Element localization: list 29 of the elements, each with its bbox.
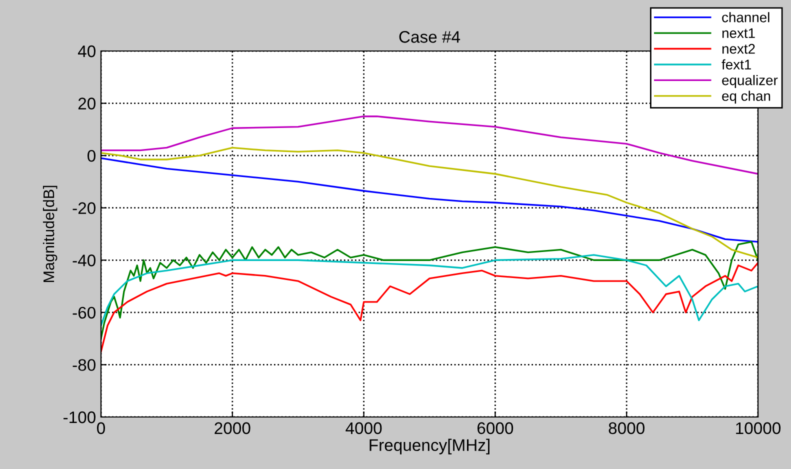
line-series <box>101 146 758 258</box>
y-tick-label: 0 <box>88 150 96 162</box>
y-tick-label: 40 <box>78 45 96 58</box>
line-series <box>101 262 758 352</box>
legend-label: equalizer <box>722 75 778 88</box>
line-series <box>101 254 758 326</box>
x-tick-label: 2000 <box>214 422 250 434</box>
legend-label: eq chan <box>722 90 770 104</box>
x-tick-label: 8000 <box>608 422 644 434</box>
x-tick-label: 10000 <box>736 422 781 434</box>
legend-label: channel <box>722 12 770 22</box>
y-tick-label: -100 <box>64 411 96 424</box>
line-series <box>101 241 758 340</box>
y-tick-label: -60 <box>72 306 96 319</box>
y-tick-label: -40 <box>72 254 96 266</box>
y-tick-label: -80 <box>72 359 96 371</box>
legend-label: next1 <box>722 28 755 38</box>
x-tick-label: 0 <box>97 422 105 434</box>
line-series <box>101 116 758 175</box>
y-tick-label: -20 <box>72 202 96 214</box>
x-tick-label: 6000 <box>478 422 514 434</box>
chart-title: Case #4 <box>399 31 460 43</box>
legend-label: next2 <box>722 44 755 54</box>
x-axis-title: Frequency[MHz] <box>370 438 490 454</box>
line-series <box>101 157 758 243</box>
legend-label: fext1 <box>722 59 751 70</box>
y-axis-title: Magnitude[dB] <box>42 186 58 282</box>
y-tick-label: 20 <box>78 98 96 110</box>
x-tick-label: 4000 <box>346 422 382 434</box>
